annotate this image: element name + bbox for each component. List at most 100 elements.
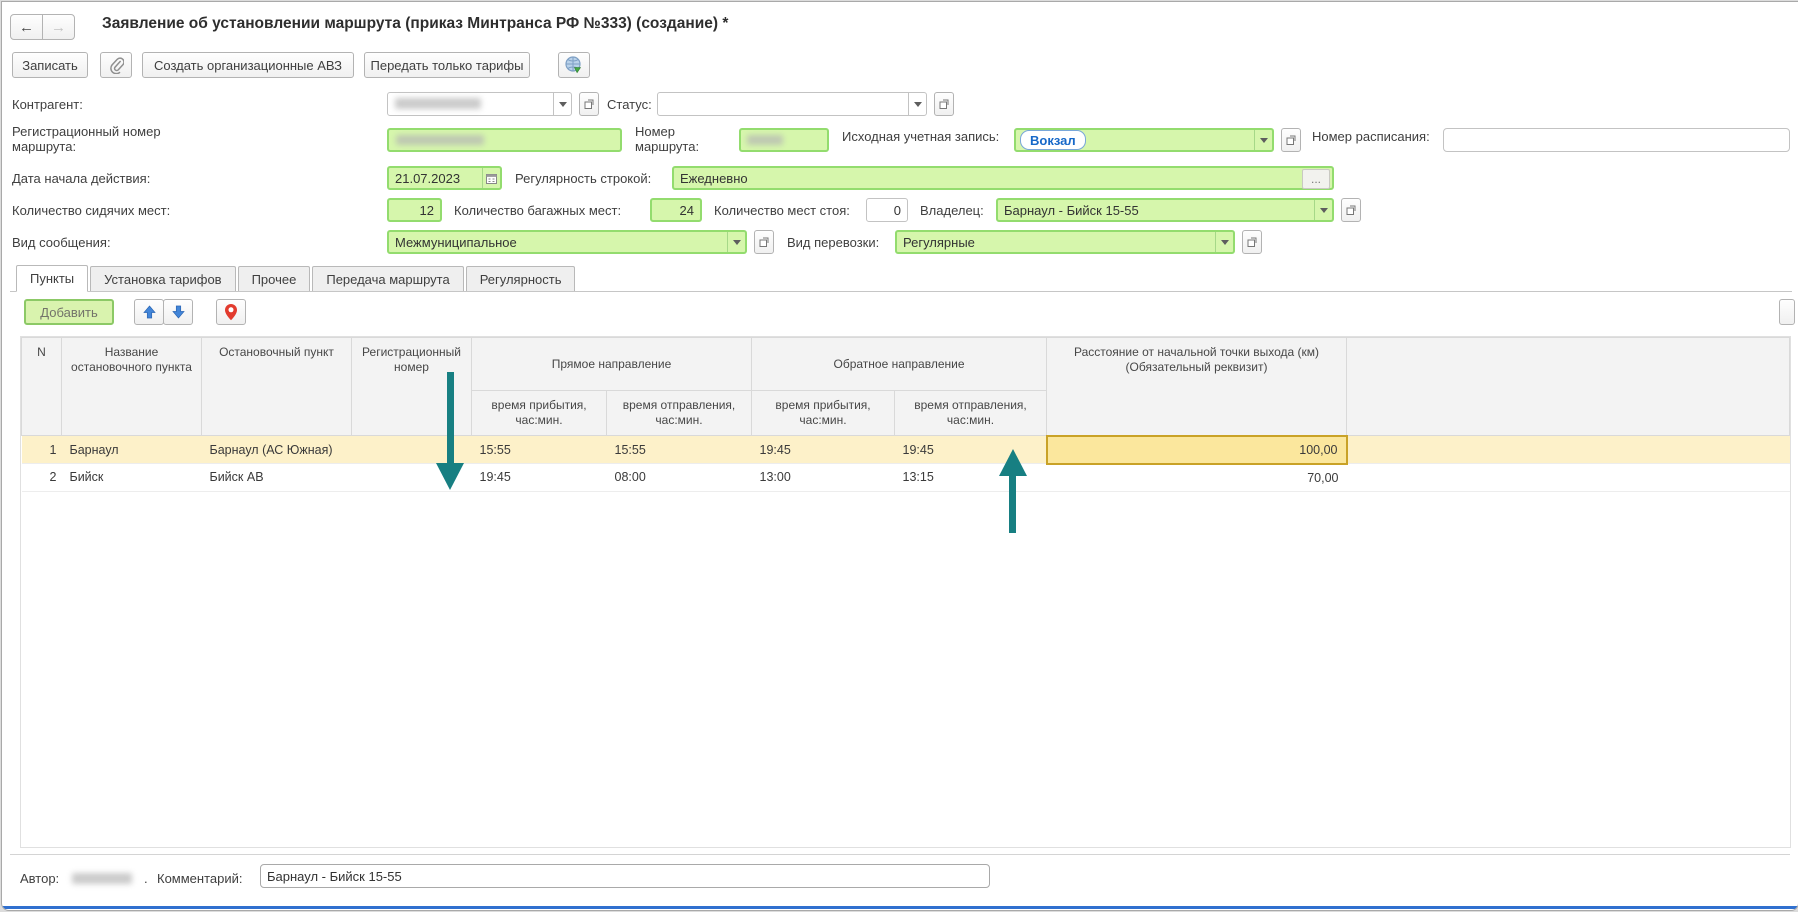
- comment-field[interactable]: Барнаул - Бийск 15-55: [260, 864, 990, 888]
- source-account-open-button[interactable]: [1281, 128, 1301, 152]
- footer-divider: [10, 854, 1790, 855]
- author-redacted-value: [72, 873, 132, 884]
- globe-send-icon: [565, 56, 582, 74]
- owner-open-button[interactable]: [1341, 198, 1361, 222]
- back-button[interactable]: ←: [10, 14, 43, 40]
- publish-web-button[interactable]: [558, 52, 590, 78]
- transport-type-value: Регулярные: [903, 234, 975, 250]
- standing-label: Количество мест стоя:: [714, 203, 850, 218]
- map-pin-icon: [225, 304, 237, 321]
- schedule-number-field[interactable]: [1443, 128, 1790, 152]
- regularity-more-button[interactable]: ...: [1302, 169, 1330, 189]
- status-open-button[interactable]: [934, 92, 954, 116]
- col-header-fwd-arrival: время прибытия, час:мин.: [471, 390, 607, 436]
- start-date-label: Дата начала действия:: [12, 171, 151, 186]
- tab-regulyarnost[interactable]: Регулярность: [465, 266, 576, 291]
- annotation-arrow-up: [1009, 475, 1016, 533]
- paperclip-icon: [110, 57, 124, 74]
- move-down-button[interactable]: [163, 299, 193, 325]
- status-dropdown-button[interactable]: [908, 93, 926, 115]
- transport-type-open-button[interactable]: [1242, 230, 1262, 254]
- start-date-field[interactable]: 21.07.2023: [387, 166, 502, 190]
- down-arrow-icon: [171, 305, 185, 319]
- col-header-filler: [1346, 337, 1790, 436]
- tab-ustanovka-tarifov[interactable]: Установка тарифов: [90, 266, 236, 291]
- table-row[interactable]: 1 Барнаул Барнаул (АС Южная) 15:55 15:55…: [21, 434, 1790, 465]
- tab-prochee[interactable]: Прочее: [237, 266, 311, 291]
- calendar-button[interactable]: [482, 168, 500, 188]
- annotation-arrow-down: [447, 372, 454, 464]
- chevron-down-icon: [732, 239, 741, 245]
- save-button[interactable]: Записать: [12, 52, 88, 78]
- cell-n[interactable]: 1: [21, 435, 62, 464]
- transport-type-dropdown-button[interactable]: [1215, 232, 1233, 252]
- col-header-stop-name: Название остановочного пункта: [61, 337, 202, 436]
- transfer-tariffs-button[interactable]: Передать только тарифы: [364, 52, 530, 78]
- source-account-dropdown-button[interactable]: [1254, 130, 1272, 150]
- regularity-field[interactable]: Ежедневно: [672, 166, 1334, 190]
- col-header-fwd-departure: время отправления, час:мин.: [606, 390, 752, 436]
- cell-fwd-arrival[interactable]: 15:55: [471, 435, 607, 464]
- source-account-label: Исходная учетная запись:: [842, 129, 1000, 144]
- cell-stop[interactable]: Барнаул (АС Южная): [201, 435, 352, 464]
- owner-dropdown-button[interactable]: [1314, 200, 1332, 220]
- tab-punkty[interactable]: Пункты: [16, 265, 89, 292]
- table-row[interactable]: 2 Бийск Бийск АВ 19:45 08:00 13:00 13:15…: [21, 463, 1790, 492]
- luggage-field[interactable]: 24: [650, 198, 702, 222]
- status-field[interactable]: [657, 92, 927, 116]
- up-arrow-icon: [142, 305, 156, 319]
- message-type-dropdown-button[interactable]: [727, 232, 745, 252]
- annotation-arrow-up-head: [999, 449, 1027, 476]
- cell-stop-name[interactable]: Барнаул: [61, 435, 202, 464]
- distance-header-line1: Расстояние от начальной точки выхода (км…: [1073, 345, 1320, 359]
- regularity-label: Регулярность строкой:: [515, 171, 652, 186]
- map-pin-button[interactable]: [216, 299, 246, 325]
- kontragent-open-button[interactable]: [579, 92, 599, 116]
- col-header-backward: Обратное направление: [751, 337, 1047, 391]
- message-type-field[interactable]: Межмуниципальное: [387, 230, 747, 254]
- cell-distance[interactable]: 70,00: [1046, 463, 1347, 492]
- attachments-button[interactable]: [100, 52, 132, 78]
- reg-number-label: Регистрационный номер маршрута:: [12, 124, 161, 155]
- cell-fwd-departure[interactable]: 15:55: [606, 435, 752, 464]
- transport-type-field[interactable]: Регулярные: [895, 230, 1235, 254]
- cell-back-arrival[interactable]: 19:45: [751, 435, 895, 464]
- points-table: N Название остановочного пункта Останово…: [20, 336, 1791, 848]
- tab-peredacha-marshruta[interactable]: Передача маршрута: [312, 266, 464, 291]
- regularity-value: Ежедневно: [680, 170, 748, 186]
- more-toolbar-button[interactable]: [1779, 299, 1795, 325]
- forward-button[interactable]: →: [42, 14, 75, 40]
- cell-distance-selected[interactable]: 100,00: [1045, 434, 1348, 465]
- cell-stop[interactable]: Бийск АВ: [201, 463, 352, 492]
- add-row-button[interactable]: Добавить: [24, 299, 114, 325]
- forward-arrow-icon: →: [51, 18, 66, 36]
- cell-back-arrival[interactable]: 13:00: [751, 463, 895, 492]
- cell-stop-name[interactable]: Бийск: [61, 463, 202, 492]
- seats-field[interactable]: 12: [387, 198, 442, 222]
- chevron-down-icon: [1259, 137, 1268, 143]
- kontragent-dropdown-button[interactable]: [553, 93, 571, 115]
- owner-value: Барнаул - Бийск 15-55: [1004, 202, 1139, 218]
- open-window-icon: [1346, 205, 1356, 215]
- col-header-forward: Прямое направление: [471, 337, 752, 391]
- tab-strip: Пункты Установка тарифов Прочее Передача…: [10, 265, 1792, 292]
- status-label: Статус:: [607, 97, 652, 112]
- source-account-chip[interactable]: Вокзал: [1020, 130, 1086, 150]
- calendar-icon: [486, 173, 497, 184]
- cell-fwd-arrival[interactable]: 19:45: [471, 463, 607, 492]
- cell-fwd-departure[interactable]: 08:00: [606, 463, 752, 492]
- message-type-open-button[interactable]: [754, 230, 774, 254]
- route-number-label: Номер маршрута:: [635, 124, 700, 155]
- open-window-icon: [1286, 135, 1296, 145]
- author-dot: .: [144, 871, 148, 886]
- standing-field[interactable]: 0: [866, 198, 908, 222]
- source-account-field[interactable]: Вокзал: [1014, 128, 1274, 152]
- owner-field[interactable]: Барнаул - Бийск 15-55: [996, 198, 1334, 222]
- chevron-down-icon: [1220, 239, 1229, 245]
- cell-n[interactable]: 2: [21, 463, 62, 492]
- create-avz-button[interactable]: Создать организационные АВЗ: [142, 52, 354, 78]
- seats-label: Количество сидячих мест:: [12, 203, 171, 218]
- open-window-icon: [939, 99, 949, 109]
- owner-label: Владелец:: [920, 203, 984, 218]
- move-up-button[interactable]: [134, 299, 164, 325]
